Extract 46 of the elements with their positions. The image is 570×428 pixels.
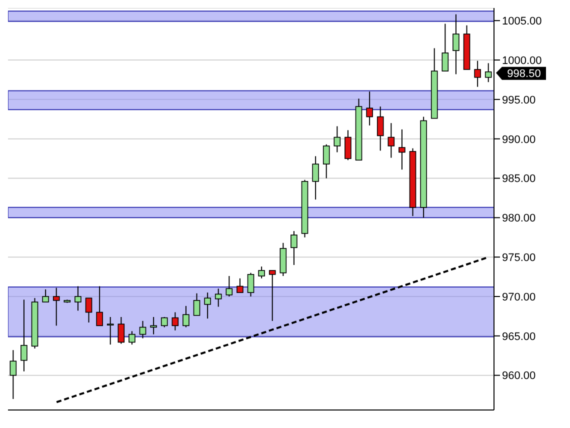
candlestick [344, 130, 352, 161]
candlestick [20, 299, 28, 372]
candlestick [96, 286, 103, 326]
candlestick [398, 128, 406, 170]
candlestick [214, 288, 222, 308]
candlestick [442, 23, 449, 72]
y-tick-label: 965.00 [502, 330, 536, 343]
y-tick-label: 970.00 [502, 291, 536, 304]
candlestick [312, 156, 319, 200]
candlestick [474, 60, 481, 88]
candlestick [74, 286, 82, 312]
candlestick [236, 278, 244, 294]
candlestick [118, 316, 125, 344]
candlestick [388, 122, 395, 158]
y-tick-label: 990.00 [502, 134, 536, 146]
y-tick-label: 980.00 [502, 212, 536, 225]
candlestick [452, 14, 460, 75]
candlestick [366, 91, 373, 126]
candlestick [204, 292, 211, 320]
candlestick [226, 276, 233, 297]
candlestick [106, 316, 114, 346]
candlestick [128, 330, 136, 346]
candlestick [52, 287, 60, 326]
y-tick-label: 985.00 [502, 173, 536, 186]
candlestick [182, 305, 190, 328]
y-tick-label: 960.00 [502, 370, 536, 382]
y-tick-label: 995.00 [502, 94, 536, 106]
y-tick-label: 975.00 [502, 252, 536, 264]
candlestick [42, 288, 49, 303]
candlestick [376, 106, 384, 152]
candlestick [334, 126, 341, 153]
candlestick [85, 298, 92, 324]
candlestick [268, 270, 276, 322]
y-tick-label: 1005.00 [502, 16, 542, 28]
y-tick-label: 1000.00 [502, 54, 542, 67]
candlestick [193, 292, 200, 316]
text: 998.50 [507, 68, 541, 80]
candlestick [172, 312, 179, 331]
candlestick [258, 266, 265, 279]
candlestick [160, 316, 168, 328]
candlestick [290, 230, 298, 266]
candlestick [247, 272, 254, 297]
candlestick [150, 316, 157, 335]
candlestick [10, 350, 17, 400]
candlestick [139, 320, 146, 339]
candlestick [322, 144, 330, 179]
